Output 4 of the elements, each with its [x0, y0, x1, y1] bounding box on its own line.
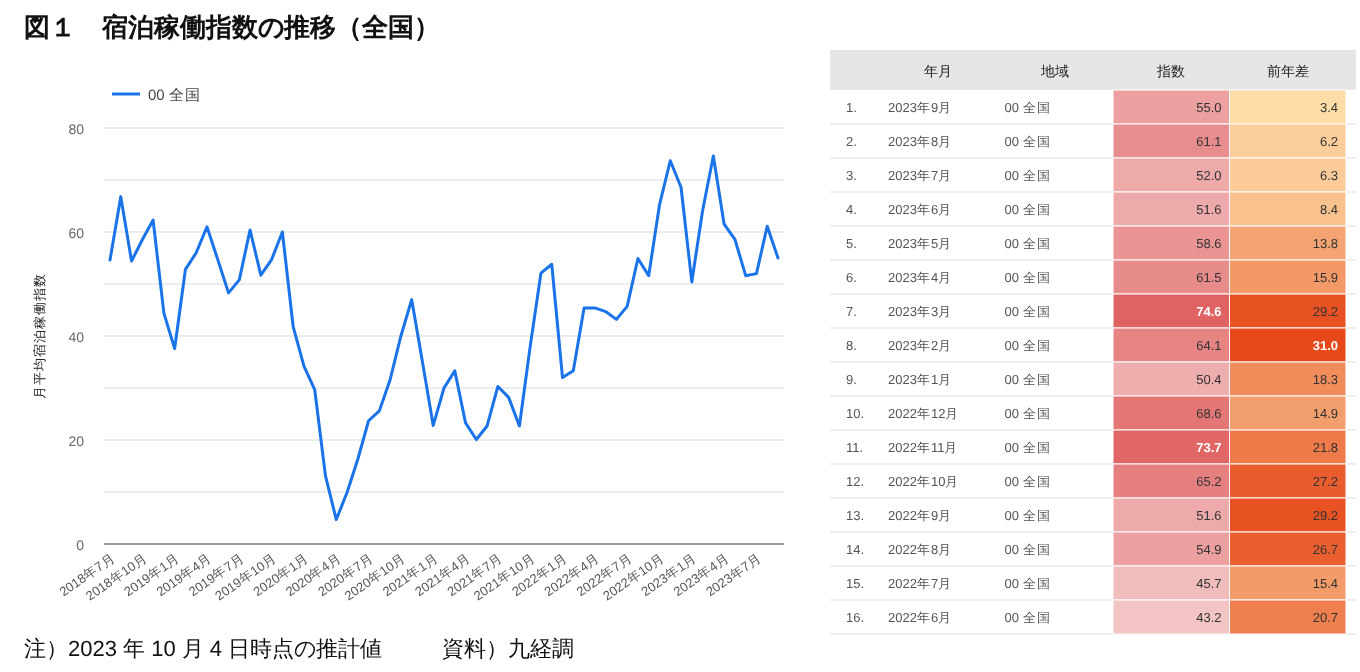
chart-title: 図１ 宿泊稼働指数の推移（全国） [24, 12, 440, 42]
text: 注）2023 年 10 月 4 日時点の推計値 [24, 636, 383, 662]
text: 資料）九経調 [442, 636, 575, 662]
line-series [108, 154, 780, 522]
